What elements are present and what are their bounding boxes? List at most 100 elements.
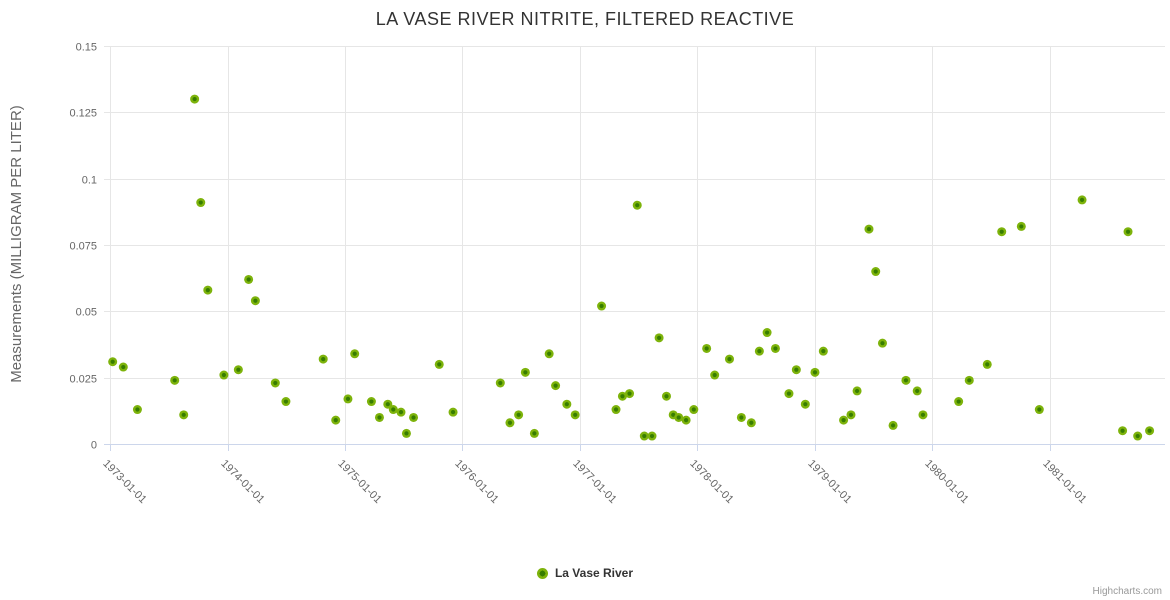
data-point[interactable] bbox=[746, 418, 756, 428]
data-point[interactable] bbox=[108, 357, 118, 367]
data-point[interactable] bbox=[1133, 431, 1143, 441]
data-point[interactable] bbox=[852, 386, 862, 396]
data-point[interactable] bbox=[912, 386, 922, 396]
data-point[interactable] bbox=[954, 397, 964, 407]
legend-marker-icon[interactable] bbox=[536, 567, 548, 579]
data-point[interactable] bbox=[396, 407, 406, 417]
data-point[interactable] bbox=[366, 397, 376, 407]
data-point[interactable] bbox=[434, 359, 444, 369]
data-point[interactable] bbox=[1123, 227, 1133, 237]
data-point[interactable] bbox=[233, 365, 243, 375]
data-point[interactable] bbox=[982, 359, 992, 369]
data-point[interactable] bbox=[877, 338, 887, 348]
x-axis-tick-label: 1977-01-01 bbox=[570, 458, 618, 506]
data-point[interactable] bbox=[1145, 426, 1155, 436]
data-point[interactable] bbox=[343, 394, 353, 404]
data-point[interactable] bbox=[401, 428, 411, 438]
data-point[interactable] bbox=[270, 378, 280, 388]
data-point[interactable] bbox=[791, 365, 801, 375]
data-point[interactable] bbox=[551, 381, 561, 391]
data-point[interactable] bbox=[331, 415, 341, 425]
data-point[interactable] bbox=[179, 410, 189, 420]
y-axis-tick-label: 0.1 bbox=[82, 175, 97, 187]
data-point[interactable] bbox=[514, 410, 524, 420]
data-point[interactable] bbox=[674, 412, 684, 422]
data-point[interactable] bbox=[888, 420, 898, 430]
x-axis-tick-label: 1978-01-01 bbox=[687, 458, 735, 506]
data-point[interactable] bbox=[654, 333, 664, 343]
data-point[interactable] bbox=[1034, 405, 1044, 415]
y-axis-tick-label: 0.075 bbox=[69, 241, 97, 253]
data-point[interactable] bbox=[219, 370, 229, 380]
data-point[interactable] bbox=[617, 391, 627, 401]
x-axis-tick-label: 1979-01-01 bbox=[805, 458, 853, 506]
data-point[interactable] bbox=[388, 405, 398, 415]
data-point[interactable] bbox=[710, 370, 720, 380]
data-point[interactable] bbox=[1077, 195, 1087, 205]
data-point[interactable] bbox=[570, 410, 580, 420]
data-point[interactable] bbox=[818, 346, 828, 356]
x-axis-tick-label: 1981-01-01 bbox=[1040, 458, 1088, 506]
data-point[interactable] bbox=[724, 354, 734, 364]
data-point[interactable] bbox=[784, 389, 794, 399]
data-point[interactable] bbox=[639, 431, 649, 441]
x-axis-tick-label: 1975-01-01 bbox=[335, 458, 383, 506]
data-point[interactable] bbox=[839, 415, 849, 425]
legend-series-label[interactable]: La Vase River bbox=[554, 566, 634, 580]
chart-title: LA VASE RIVER NITRITE, FILTERED REACTIVE bbox=[375, 9, 795, 29]
data-point[interactable] bbox=[800, 399, 810, 409]
data-point[interactable] bbox=[495, 378, 505, 388]
y-axis-tick-label: 0.025 bbox=[69, 374, 97, 386]
y-axis-tick-label: 0.05 bbox=[76, 307, 97, 319]
data-point[interactable] bbox=[754, 346, 764, 356]
data-point[interactable] bbox=[661, 391, 671, 401]
data-point[interactable] bbox=[544, 349, 554, 359]
data-point[interactable] bbox=[1118, 426, 1128, 436]
data-point[interactable] bbox=[170, 375, 180, 385]
data-point[interactable] bbox=[196, 198, 206, 208]
x-axis-tick-label: 1973-01-01 bbox=[100, 458, 148, 506]
data-point[interactable] bbox=[762, 328, 772, 338]
data-point[interactable] bbox=[871, 267, 881, 277]
data-point[interactable] bbox=[625, 389, 635, 399]
data-point[interactable] bbox=[203, 285, 213, 295]
data-point[interactable] bbox=[997, 227, 1007, 237]
x-axis-tick-label: 1974-01-01 bbox=[218, 458, 266, 506]
data-point[interactable] bbox=[374, 412, 384, 422]
data-point[interactable] bbox=[350, 349, 360, 359]
data-point[interactable] bbox=[702, 343, 712, 353]
data-point[interactable] bbox=[318, 354, 328, 364]
y-axis-tick-label: 0.125 bbox=[69, 108, 97, 120]
data-point[interactable] bbox=[689, 405, 699, 415]
data-point[interactable] bbox=[901, 375, 911, 385]
data-point[interactable] bbox=[132, 405, 142, 415]
data-point[interactable] bbox=[505, 418, 515, 428]
data-point[interactable] bbox=[611, 405, 621, 415]
data-point[interactable] bbox=[918, 410, 928, 420]
data-point[interactable] bbox=[846, 410, 856, 420]
data-point[interactable] bbox=[448, 407, 458, 417]
data-point[interactable] bbox=[529, 428, 539, 438]
data-point[interactable] bbox=[864, 224, 874, 234]
data-point[interactable] bbox=[244, 274, 254, 284]
data-point[interactable] bbox=[190, 94, 200, 104]
data-point[interactable] bbox=[250, 296, 260, 306]
data-point[interactable] bbox=[597, 301, 607, 311]
data-point[interactable] bbox=[118, 362, 128, 372]
data-point[interactable] bbox=[1016, 221, 1026, 231]
data-point[interactable] bbox=[409, 412, 419, 422]
highcharts-credits-link[interactable]: Highcharts.com bbox=[1092, 586, 1162, 597]
data-point[interactable] bbox=[736, 412, 746, 422]
data-point[interactable] bbox=[964, 375, 974, 385]
data-point[interactable] bbox=[681, 415, 691, 425]
data-point[interactable] bbox=[281, 397, 291, 407]
x-axis-tick-label: 1976-01-01 bbox=[452, 458, 500, 506]
data-point[interactable] bbox=[770, 343, 780, 353]
data-point[interactable] bbox=[810, 367, 820, 377]
data-point[interactable] bbox=[520, 367, 530, 377]
data-point[interactable] bbox=[647, 431, 657, 441]
data-point[interactable] bbox=[632, 200, 642, 210]
data-point[interactable] bbox=[562, 399, 572, 409]
